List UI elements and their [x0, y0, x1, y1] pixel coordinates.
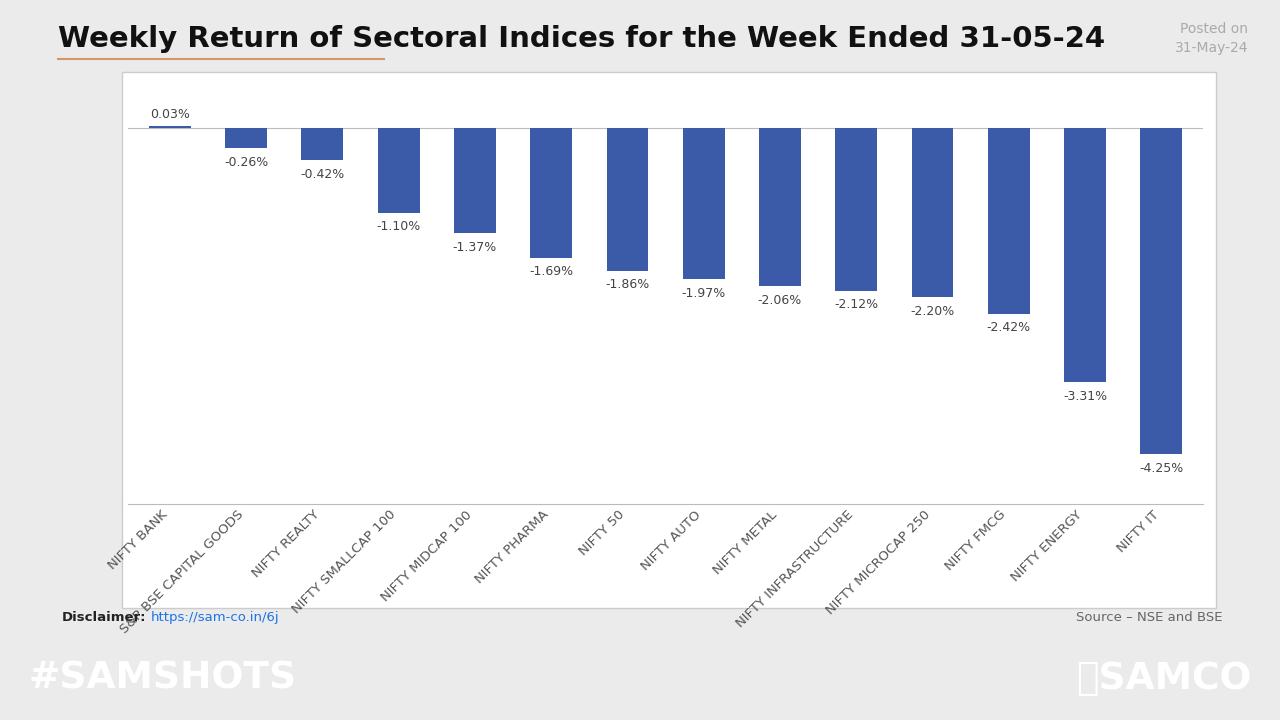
- Bar: [225, 128, 268, 148]
- Bar: [682, 128, 724, 279]
- Text: Source – NSE and BSE: Source – NSE and BSE: [1076, 611, 1222, 624]
- Bar: [988, 128, 1029, 314]
- Text: 31-May-24: 31-May-24: [1175, 41, 1248, 55]
- Text: Disclaimer:: Disclaimer:: [61, 611, 146, 624]
- Text: ⨷SAMCO: ⨷SAMCO: [1076, 661, 1252, 697]
- Text: -3.31%: -3.31%: [1062, 390, 1107, 402]
- Text: -2.12%: -2.12%: [835, 298, 878, 312]
- Bar: [911, 128, 954, 297]
- Bar: [530, 128, 572, 258]
- Text: -1.86%: -1.86%: [605, 279, 649, 292]
- Text: -2.06%: -2.06%: [758, 294, 803, 307]
- Text: -1.10%: -1.10%: [376, 220, 421, 233]
- Bar: [759, 128, 801, 286]
- Bar: [302, 128, 343, 161]
- Text: https://sam-co.in/6j: https://sam-co.in/6j: [151, 611, 279, 624]
- Text: -0.26%: -0.26%: [224, 156, 269, 168]
- Text: #SAMSHOTS: #SAMSHOTS: [28, 661, 296, 697]
- Bar: [454, 128, 495, 233]
- Text: -1.69%: -1.69%: [529, 266, 573, 279]
- Text: Posted on: Posted on: [1180, 22, 1248, 35]
- Bar: [148, 126, 191, 128]
- Bar: [1064, 128, 1106, 382]
- Text: -2.20%: -2.20%: [910, 305, 955, 318]
- Text: -4.25%: -4.25%: [1139, 462, 1184, 474]
- Text: -0.42%: -0.42%: [301, 168, 344, 181]
- Text: Weekly Return of Sectoral Indices for the Week Ended 31-05-24: Weekly Return of Sectoral Indices for th…: [58, 25, 1105, 53]
- Bar: [1140, 128, 1183, 454]
- Bar: [607, 128, 649, 271]
- Text: -1.97%: -1.97%: [682, 287, 726, 300]
- Bar: [378, 128, 420, 212]
- Text: 0.03%: 0.03%: [150, 108, 189, 121]
- Text: -2.42%: -2.42%: [987, 321, 1030, 334]
- Text: -1.37%: -1.37%: [453, 241, 497, 254]
- Bar: [836, 128, 877, 291]
